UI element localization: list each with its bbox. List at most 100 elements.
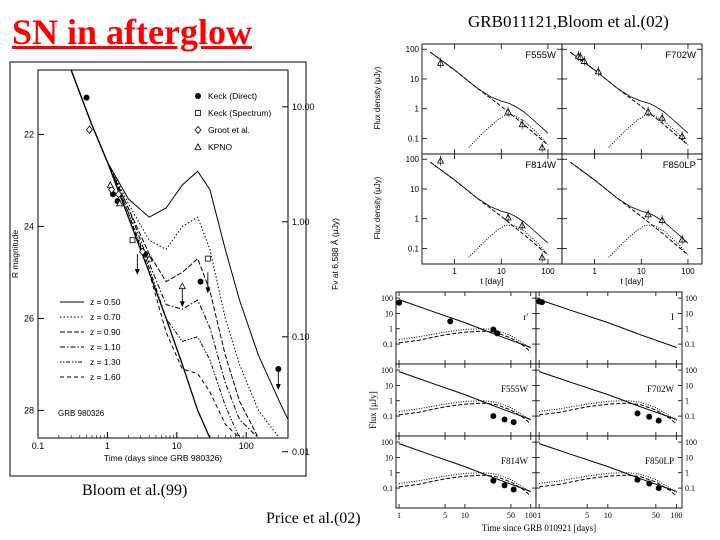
b99-point-groot [138,247,146,256]
b99-upper-limit-arrow [179,301,185,308]
b99-legend-marker-label: Keck (Spectrum) [208,108,271,118]
p02-panel-box [535,291,683,365]
b02-x-tick-label: 100 [681,267,695,276]
p02-y-tick-label-right: 10 [685,309,693,318]
b99-y2-tick-label: 0.10 [292,332,310,342]
p02-model-afterglow [538,443,677,492]
b99-y-tick-label: 28 [24,405,34,415]
p02-point [655,417,662,424]
p02-panel-curves [538,443,677,497]
p02-model-sn-2 [539,402,677,425]
b99-legend-model-label: z = 1.30 [90,357,121,367]
p02-x-tick-label: 100 [671,511,683,520]
p02-model-afterglow [398,299,531,348]
p02-point [490,477,497,484]
p02-panel-curves [398,299,532,353]
p02-point [634,476,641,483]
p02-x-axis-label: Time since GRB 010921 [days] [482,523,596,533]
b99-legend-model-label: z = 1.10 [90,342,121,352]
b02-x-tick-label: 10 [497,267,506,276]
p02-x-tick-label: 1 [537,511,541,520]
p02-x-tick-label: 5 [443,511,447,520]
b02-x-tick-label: 100 [541,267,555,276]
b99-point-kpno [106,181,114,188]
b02-x-tick-label: 1 [452,267,457,276]
p02-model-sn-2 [398,402,532,425]
b99-upper-limit-arrow [134,269,140,275]
p02-y-tick-label: 0.1 [383,484,393,493]
b02-model-total [429,161,549,244]
chart-price02: Flux [μJy] r' 100 10 1 0.1 I 100 10 1 0.1 F555W 100 1… [368,291,697,533]
b02-y-tick-label: 1 [415,215,420,224]
b02-x-axis-label: t [day] [480,276,503,286]
p02-panel-label: I [671,312,674,322]
p02-x-tick-label: 5 [585,511,589,520]
p02-point [490,326,497,333]
b02-model-sn [608,114,689,148]
p02-model-sn-2 [398,474,532,497]
b99-x-tick-label: 1 [105,441,110,451]
p02-y-tick-label-right: 0.1 [685,412,695,421]
p02-model-afterglow [538,299,677,348]
p02-y-tick-label: 100 [381,366,393,375]
p02-y-tick-label: 1 [389,325,393,334]
b02-y-tick-label: 1 [415,105,420,114]
p02-model-sn-1 [539,400,677,422]
p02-point [510,486,517,493]
p02-point [538,299,545,306]
b99-x-tick-label: 100 [239,441,254,451]
p02-y-tick-label: 1 [389,469,393,478]
b99-y2-tick-label: 10.00 [292,102,315,112]
p02-y-tick-label-right: 0.1 [685,340,695,349]
b99-y2-tick-label: 0.01 [292,447,310,457]
p02-y-tick-label: 100 [381,294,393,303]
b99-legend-model-label: z = 0.70 [90,312,121,322]
b99-y2-axis-label: Fν at 6,588 Å (μJy) [330,218,340,290]
b99-legend-marker [194,125,202,135]
p02-point [501,416,508,423]
p02-point [490,413,497,420]
b99-upper-limit-arrow [275,384,281,390]
b02-x-axis-label: t [day] [620,276,643,286]
b99-model-line [70,70,240,438]
b99-legend-marker [194,143,202,150]
b99-legend-model-label: z = 0.50 [90,297,121,307]
p02-y-tick-label-right: 10 [685,381,693,390]
p02-panel-box [395,363,537,437]
p02-y-tick-label-right: 100 [685,366,697,375]
b02-model-total [569,161,689,244]
b99-x-axis-label: Time (days since GRB 980326) [104,453,222,463]
b99-point-keck-spectrum [204,255,211,262]
b99-y-axis-label: R magnitude [10,230,20,278]
p02-model-afterglow [538,371,677,420]
b02-y-tick-label: 0.1 [408,134,420,143]
b02-y-axis-label-2: Flux density (μJy) [373,176,382,239]
b02-y-tick-label: 100 [406,45,420,54]
p02-point [646,480,653,487]
p02-model-sn-1 [539,472,677,494]
p02-x-tick-label: 50 [507,511,515,520]
b99-y2-tick-label: 1.00 [292,217,310,227]
p02-y-tick-label-right: 0.1 [685,484,695,493]
p02-y-tick-label: 0.1 [383,340,393,349]
b99-point-keck-direct [197,278,204,285]
b02-panel-label: F814W [525,160,556,171]
b99-legend-marker [195,110,201,116]
p02-y-axis-label: Flux [μJy] [368,391,378,429]
b02-y-axis-label: Flux density (μJy) [373,66,382,129]
p02-panel-label: F814W [501,456,529,466]
b99-x-tick-label: 0.1 [32,441,45,451]
p02-panel-box [395,291,537,365]
caption-bottom: Price et al.(02) [266,510,361,527]
p02-panel-label: F555W [501,384,529,394]
p02-point [396,299,403,306]
b02-panel-curves [429,161,549,258]
b02-x-tick-label: 10 [637,267,646,276]
p02-x-tick-label: 50 [652,511,660,520]
b99-legend-marker-label: Groot et al. [208,125,250,135]
b02-y-tick-label: 100 [406,155,420,164]
p02-model-sn-2 [539,474,677,497]
b99-x-tick-label: 10 [172,441,182,451]
p02-panel-curves [538,371,677,425]
p02-panel-label: r' [523,312,528,322]
